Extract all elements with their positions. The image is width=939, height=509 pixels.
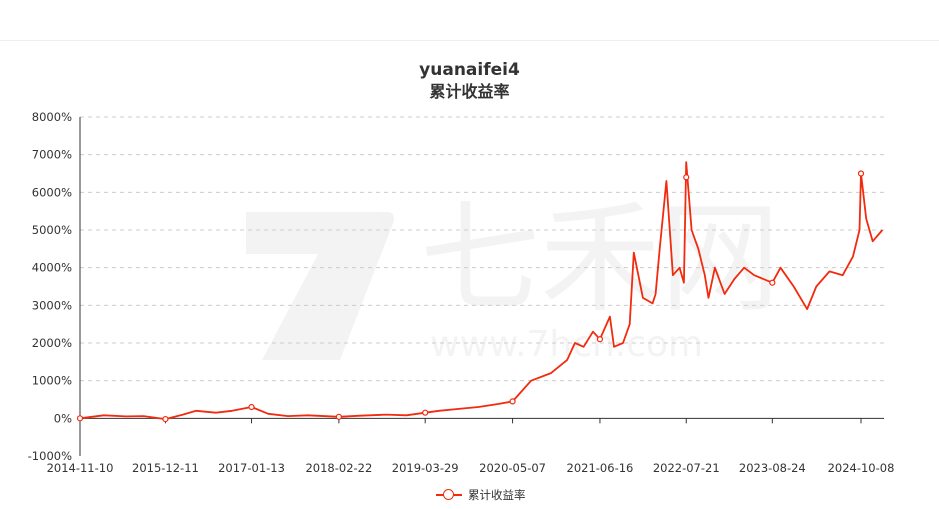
y-tick-label: 1000% [32, 374, 72, 388]
y-tick-label: 7000% [32, 148, 72, 162]
data-point[interactable] [162, 415, 169, 423]
data-point[interactable] [76, 415, 84, 422]
svg-text:www.7hcn.com: www.7hcn.com [430, 324, 703, 365]
x-tick-label: 2014-11-10 [47, 461, 114, 475]
watermark: 七禾网 www.7hcn.com [246, 190, 780, 365]
data-point[interactable] [335, 413, 342, 420]
chart-subtitle: 累计收益率 [429, 82, 510, 101]
x-tick-label: 2018-02-22 [305, 461, 372, 475]
y-tick-label: -1000% [28, 449, 72, 463]
data-point[interactable] [422, 409, 429, 416]
data-point[interactable] [683, 174, 690, 181]
grid-lines [80, 116, 884, 382]
marker-group [76, 170, 865, 423]
x-tick-label: 2020-05-07 [479, 461, 546, 475]
y-axis-ticks: -1000% 0% 1000% 2000% 3000% 4000% 5000% 6000% 70… [28, 110, 72, 463]
y-tick-label: 0% [54, 411, 72, 425]
watermark-logo-icon [246, 212, 394, 360]
x-tick-label: 2021-06-16 [567, 461, 634, 475]
data-point[interactable] [596, 336, 604, 343]
line-circle-icon [436, 489, 462, 501]
axes [79, 117, 884, 456]
y-tick-label: 4000% [32, 261, 72, 275]
x-tick-label: 2015-12-11 [132, 461, 199, 475]
top-divider [0, 40, 939, 41]
legend-label: 累计收益率 [468, 488, 526, 502]
data-point[interactable] [769, 279, 776, 286]
data-point[interactable] [857, 170, 865, 177]
y-tick-label: 2000% [32, 336, 72, 350]
series-line [79, 161, 884, 421]
x-tick-label: 2023-08-24 [739, 461, 806, 475]
svg-text:七禾网: 七禾网 [420, 190, 780, 329]
x-tick-label: 2024-10-08 [828, 461, 895, 475]
series-group [79, 161, 884, 421]
y-tick-label: 5000% [32, 223, 72, 237]
x-tick-label: 2019-03-29 [392, 461, 459, 475]
x-tick-label: 2017-01-13 [218, 461, 285, 475]
y-tick-label: 8000% [32, 110, 72, 124]
y-tick-label: 6000% [32, 185, 72, 199]
chart-title: yuanaifei4 [419, 60, 520, 80]
y-tick-label: 3000% [32, 298, 72, 312]
data-point[interactable] [248, 403, 255, 411]
x-tick-label: 2022-07-21 [653, 461, 720, 475]
legend[interactable]: 累计收益率 [436, 486, 526, 504]
x-axis-ticks: 2014-11-10 2015-12-11 2017-01-13 2018-02-22… [47, 418, 895, 475]
data-point[interactable] [509, 398, 516, 405]
